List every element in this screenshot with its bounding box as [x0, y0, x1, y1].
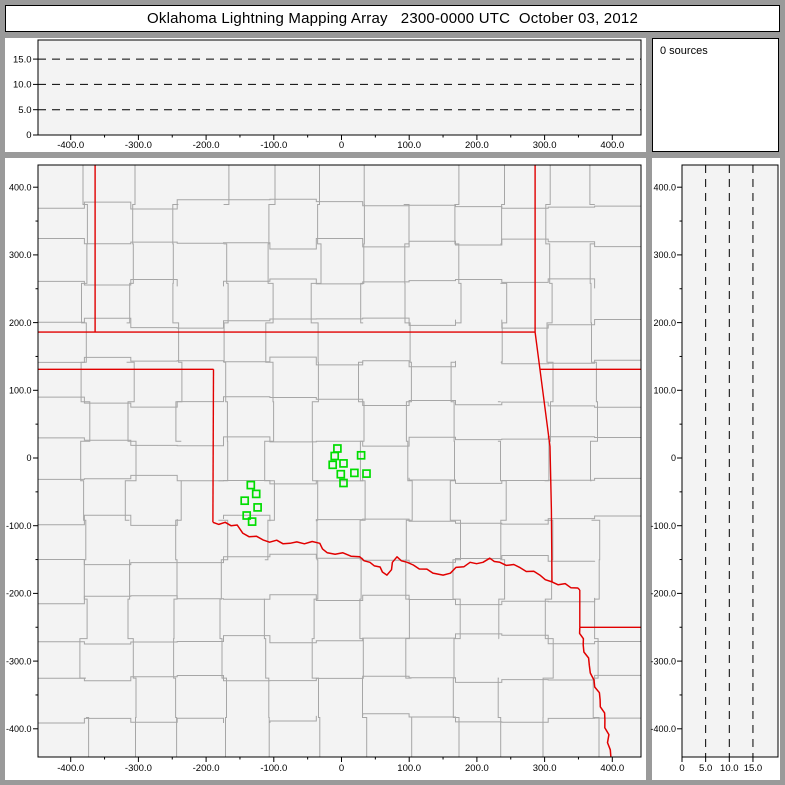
- altitude-vs-ns-plot: -400.0 -300.0 -200.0 -100.0 0 100.0 200.0 300.0…: [650, 164, 779, 774]
- county-line: [79, 165, 91, 757]
- county-line: [310, 165, 322, 757]
- axis-tick-label: 300.0: [653, 250, 676, 260]
- station-marker: [350, 468, 359, 478]
- county-line: [589, 165, 601, 757]
- county-line: [38, 317, 641, 329]
- station-marker: [336, 469, 346, 479]
- axis-tick-label: 5.0: [18, 105, 31, 116]
- axis-tick-label: -400.0: [6, 724, 32, 734]
- axis-tick-label: 100.0: [9, 386, 32, 396]
- county-line: [38, 238, 641, 250]
- state-border-line: [534, 332, 553, 582]
- alt-ew-plot-area[interactable]: [38, 40, 641, 135]
- station-marker: [339, 459, 348, 468]
- axis-tick-label: 0: [339, 140, 344, 151]
- axis-tick-label: 0: [339, 763, 344, 774]
- axis-tick-label: 300.0: [9, 250, 32, 260]
- axis-tick-label: 5.0: [699, 763, 712, 774]
- axis-tick-label: 100.0: [397, 140, 421, 151]
- axis-tick-label: -100.0: [650, 521, 676, 531]
- altitude-vs-ew-plot: 0 5.0 10.0 15.0 -400.0 -300.0 -200.0 -100.0 0 100…: [13, 39, 642, 151]
- axis-tick-label: -200.0: [6, 589, 32, 599]
- axis-tick-label: -200.0: [650, 589, 676, 599]
- axis-tick-label: 400.0: [653, 182, 676, 192]
- station-marker: [251, 489, 261, 499]
- axis-tick-label: 100.0: [397, 763, 421, 774]
- axis-tick-label: 0: [26, 130, 31, 141]
- county-line: [38, 713, 641, 724]
- plan-view-plot: -400.0 -300.0 -200.0 -100.0 0 100.0 200.0 300.0…: [6, 164, 642, 774]
- county-lines: [38, 165, 641, 757]
- axis-tick-label: 200.0: [465, 140, 489, 151]
- county-line: [38, 396, 641, 408]
- station-marker: [247, 517, 257, 526]
- axis-tick-label: -100.0: [6, 521, 32, 531]
- axis-tick-label: 300.0: [533, 140, 557, 151]
- county-line: [38, 436, 641, 447]
- station-marker: [356, 450, 366, 460]
- state-border-line: [212, 369, 215, 523]
- county-line: [497, 165, 508, 757]
- county-line: [38, 514, 641, 526]
- axis-tick-label: -400.0: [57, 763, 84, 774]
- alt-ew-plot-frame: [37, 39, 642, 136]
- axis-tick-label: -300.0: [125, 763, 152, 774]
- county-line: [38, 474, 641, 485]
- axis-tick-label: 400.0: [9, 182, 32, 192]
- map-plot-frame: [37, 164, 642, 758]
- station-marker: [330, 451, 340, 461]
- axis-tick-label: 200.0: [465, 763, 489, 774]
- station-marker: [246, 480, 256, 490]
- axis-tick-label: 10.0: [13, 80, 32, 91]
- axis-tick-label: 15.0: [744, 763, 763, 774]
- sources-count-label: 0 sources: [660, 45, 708, 57]
- axis-tick-label: 15.0: [13, 54, 32, 65]
- station-marker: [253, 503, 262, 512]
- axis-tick-label: 10.0: [720, 763, 739, 774]
- county-line: [124, 165, 137, 757]
- station-marker: [240, 496, 250, 506]
- axis-tick-label: -300.0: [650, 656, 676, 666]
- county-line: [38, 674, 641, 683]
- alt-ns-plot-frame: [681, 164, 779, 758]
- lma-stations: [240, 444, 371, 526]
- station-marker: [242, 511, 252, 520]
- axis-tick-label: -100.0: [260, 763, 287, 774]
- axis-tick-label: 0: [679, 763, 684, 774]
- axis-tick-label: 0: [26, 453, 31, 463]
- axis-tick-label: -200.0: [193, 140, 220, 151]
- station-marker: [339, 478, 348, 488]
- alt-ns-plot-area[interactable]: [682, 165, 778, 757]
- county-line: [38, 198, 641, 210]
- axis-tick-label: 300.0: [533, 763, 557, 774]
- axis-tick-label: 100.0: [653, 386, 676, 396]
- station-marker: [362, 469, 371, 478]
- county-line: [38, 356, 641, 368]
- axis-tick-label: 400.0: [600, 140, 624, 151]
- state-border-river: [578, 627, 612, 757]
- county-line: [38, 633, 641, 645]
- county-line: [263, 165, 276, 757]
- map-layers: [38, 165, 641, 757]
- axis-tick-label: -300.0: [6, 656, 32, 666]
- axis-tick-label: -200.0: [193, 763, 220, 774]
- axis-tick-label: -400.0: [57, 140, 84, 151]
- axis-tick-label: -400.0: [650, 724, 676, 734]
- sources-count-panel: 0 sources: [652, 38, 779, 152]
- state-border-river: [212, 521, 581, 591]
- axis-tick-label: -300.0: [125, 140, 152, 151]
- axis-tick-label: 0: [671, 453, 676, 463]
- axis-tick-label: 400.0: [600, 763, 624, 774]
- axis-tick-label: 200.0: [9, 318, 32, 328]
- title-bar: Oklahoma Lightning Mapping Array 2300-00…: [5, 5, 780, 32]
- state-borders: [38, 165, 641, 757]
- station-marker: [328, 460, 338, 470]
- axis-tick-label: -100.0: [260, 140, 287, 151]
- window-title: Oklahoma Lightning Mapping Array 2300-00…: [147, 10, 638, 27]
- axis-tick-label: 200.0: [653, 318, 676, 328]
